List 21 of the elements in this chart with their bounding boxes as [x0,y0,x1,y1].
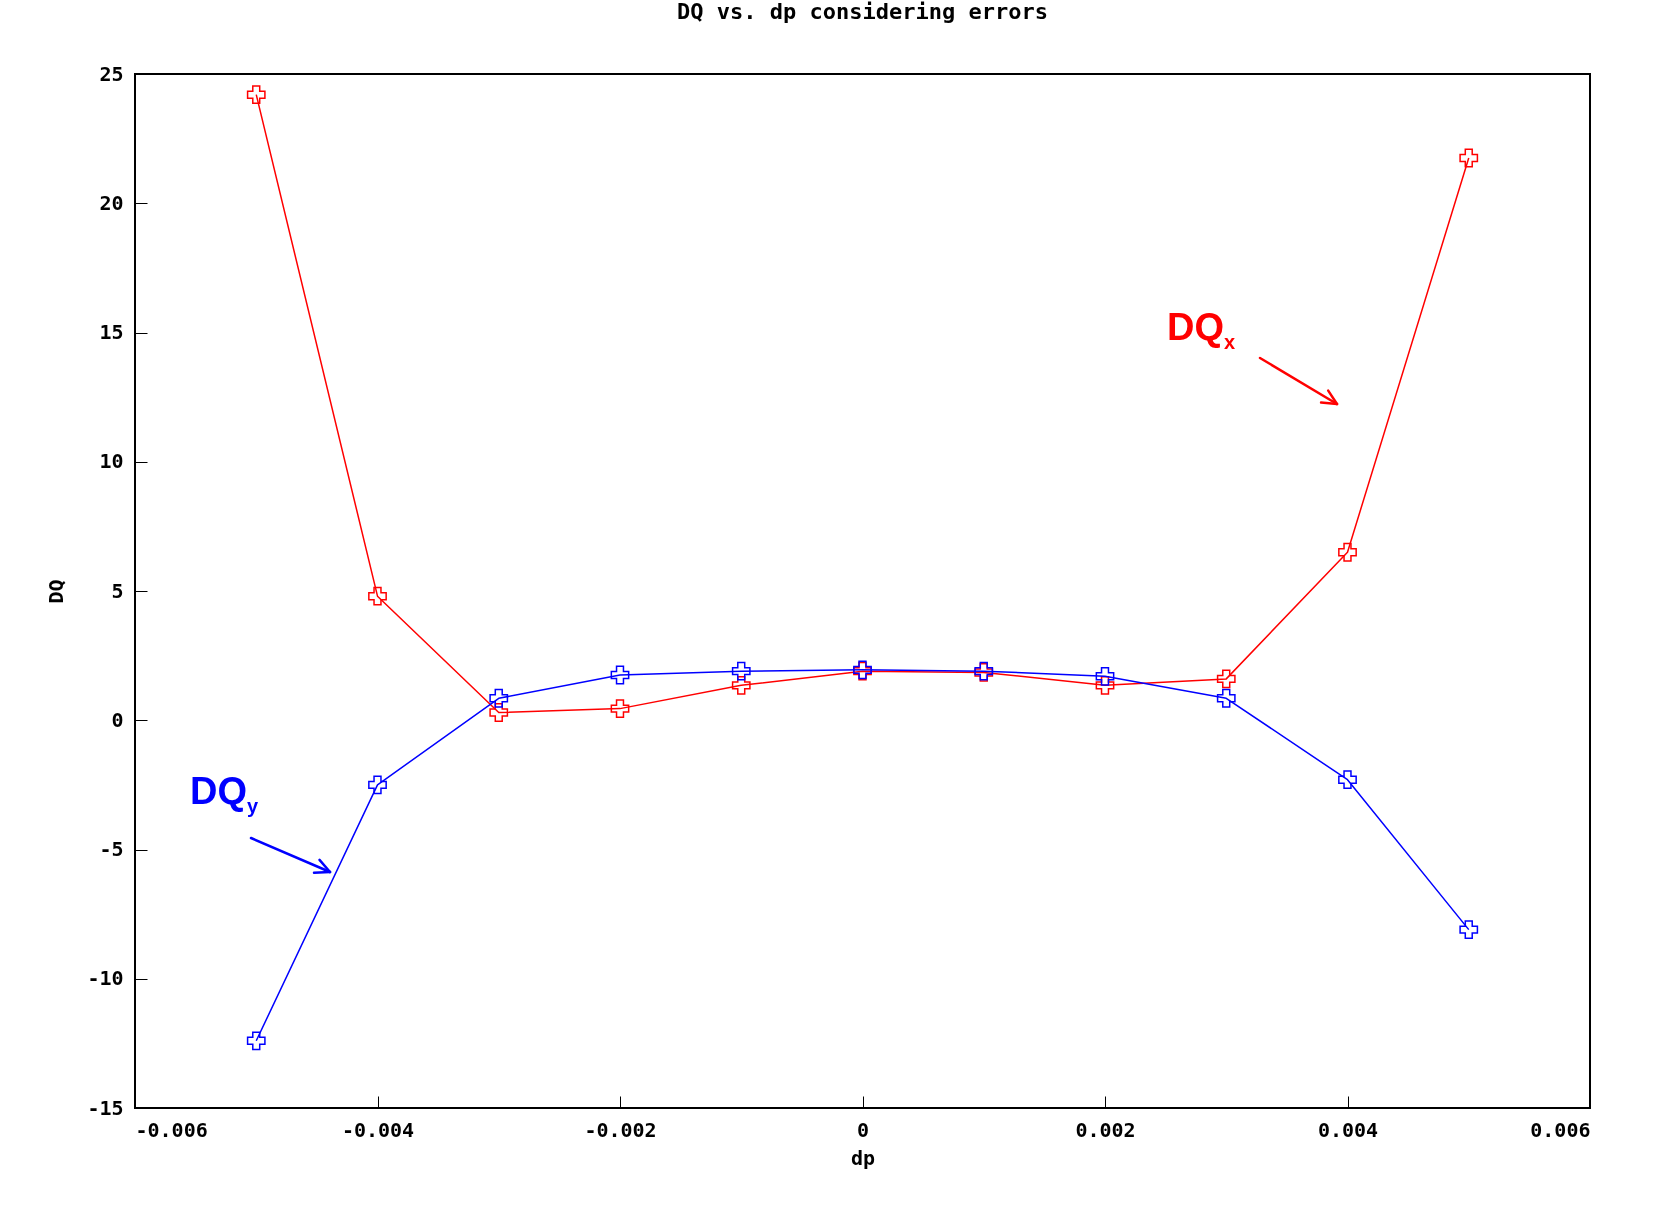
text: DQ$_{y}$ [190,770,259,818]
y-tick-label: 5 [111,578,124,603]
y-tick-label: -15 [87,1095,124,1120]
y-tick-label: 25 [99,61,124,86]
y-axis-title: DQ [44,579,69,604]
y-tick-label: 15 [99,320,124,344]
x-tick-label: -0.004 [341,1117,415,1142]
x-tick-label: -0.006 [135,1117,208,1142]
y-tick-label: 10 [99,449,124,474]
y-tick-label: -5 [99,837,124,861]
y-tick-label: -10 [87,966,124,991]
y-tick-label: 20 [99,190,124,215]
x-tick-label: 0.002 [1075,1117,1136,1142]
chart-title: DQ vs. dp considering errors [677,0,1048,24]
x-axis-title: dp [850,1145,876,1170]
x-tick-label: 0 [856,1117,870,1142]
text: DQ$_{x}$ [1167,306,1236,354]
x-tick-label: 0.004 [1317,1117,1379,1142]
y-tick-label: 0 [111,707,124,732]
x-tick-label: 0.006 [1530,1117,1591,1142]
x-tick-label: -0.002 [584,1117,657,1142]
